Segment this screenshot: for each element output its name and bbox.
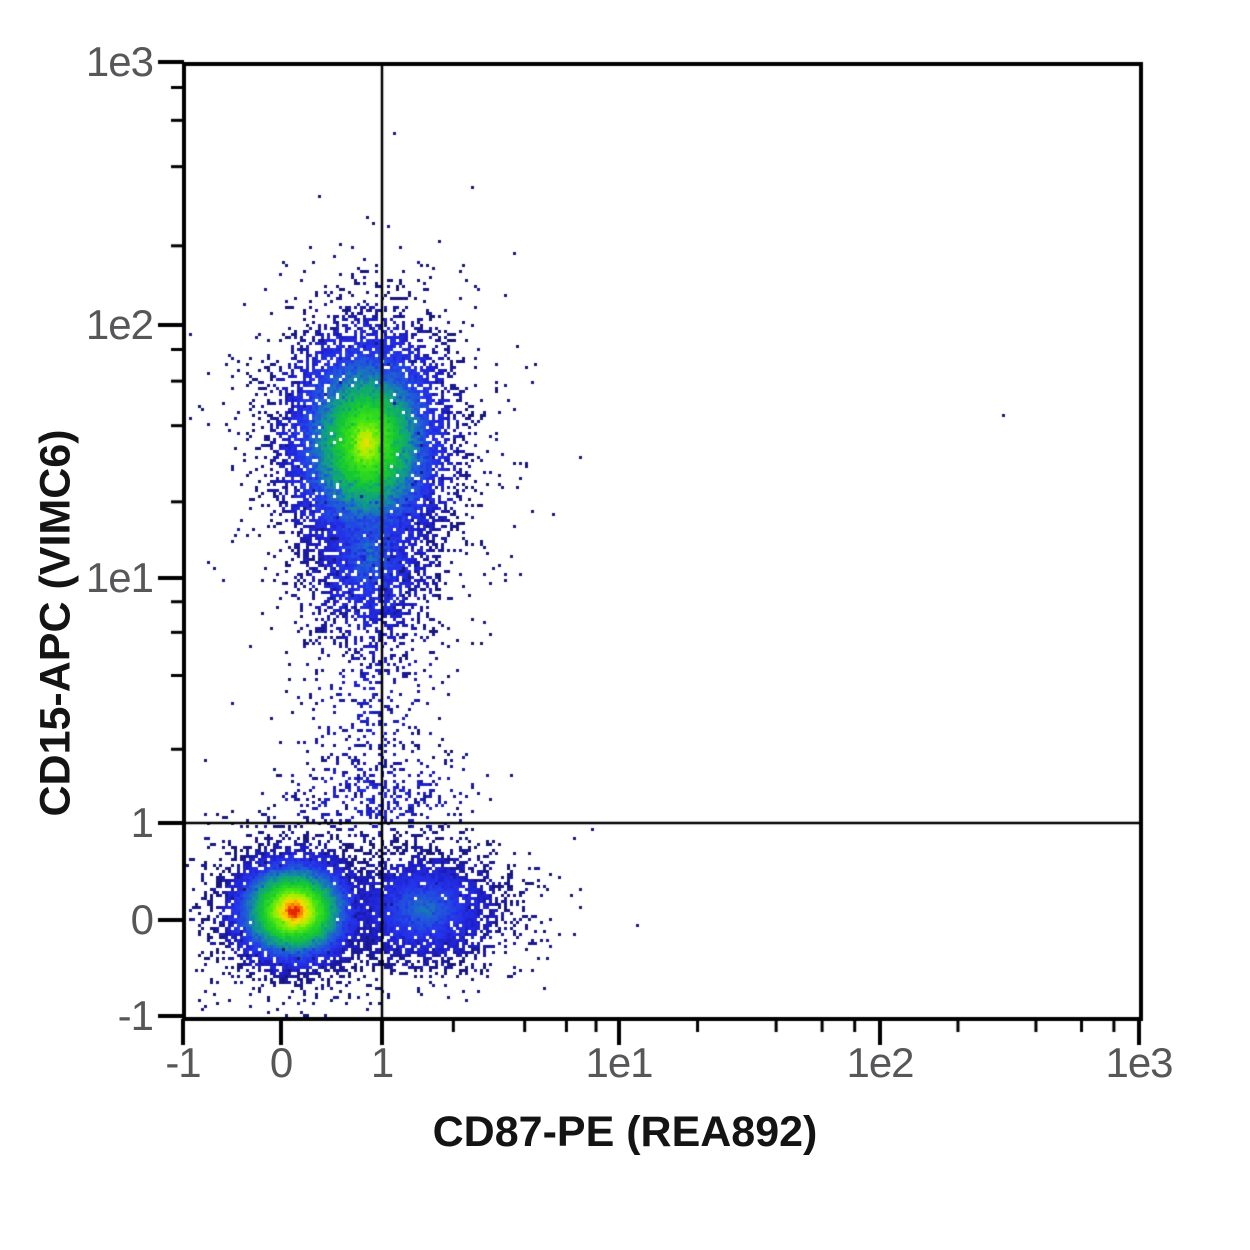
y-tick-label: -1 xyxy=(117,992,154,1039)
y-tick-label: 0 xyxy=(130,896,154,943)
y-tick-label: 1e2 xyxy=(85,301,154,348)
y-tick-label: 1 xyxy=(130,799,154,846)
y-tick-label: 1e3 xyxy=(85,38,154,85)
y-tick-label: 1e1 xyxy=(85,554,154,601)
x-tick-label: 1e2 xyxy=(846,1039,914,1086)
x-tick-label: -1 xyxy=(165,1039,201,1086)
x-axis-title: CD87-PE (REA892) xyxy=(432,1108,818,1156)
x-tick-label: 0 xyxy=(269,1039,293,1086)
x-tick-label: 1e3 xyxy=(1105,1039,1173,1086)
x-tick-label: 1e1 xyxy=(585,1039,653,1086)
y-axis-title: CD15-APC (VIMC6) xyxy=(31,429,80,817)
x-tick-label: 1 xyxy=(370,1039,394,1086)
